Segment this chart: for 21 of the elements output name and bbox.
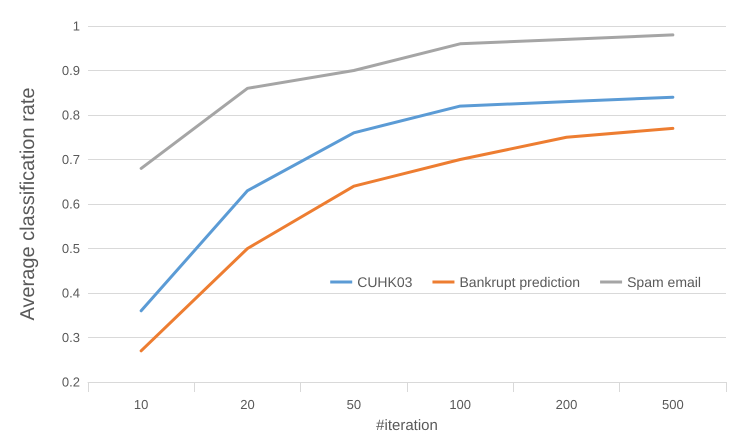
y-tick-label: 0.4 <box>62 286 80 300</box>
y-tick-label: 0.7 <box>62 152 80 167</box>
x-tick-label: 10 <box>134 397 148 412</box>
x-tick-label: 500 <box>662 397 684 412</box>
legend-label: Spam email <box>627 274 702 290</box>
y-tick-label: 0.2 <box>62 374 80 390</box>
y-tick-label: 0.8 <box>62 108 80 122</box>
y-tick-label: 0.5 <box>62 241 80 256</box>
x-tick-label: 200 <box>556 397 578 412</box>
y-tick-label: 1 <box>72 18 80 34</box>
y-tick-label: 0.3 <box>62 330 80 345</box>
x-axis-title: #iteration <box>376 417 438 434</box>
x-tick-label: 20 <box>240 397 255 412</box>
legend-label: Bankrupt prediction <box>459 274 580 290</box>
y-tick-label: 0.6 <box>62 196 80 212</box>
line-series <box>140 33 674 170</box>
x-tick-label: 100 <box>449 397 472 412</box>
legend-label: CUHK03 <box>357 274 413 290</box>
x-tick-label: 50 <box>346 397 362 412</box>
y-axis-title: Average classification rate <box>17 87 39 321</box>
y-tick-label: 0.9 <box>62 63 80 78</box>
